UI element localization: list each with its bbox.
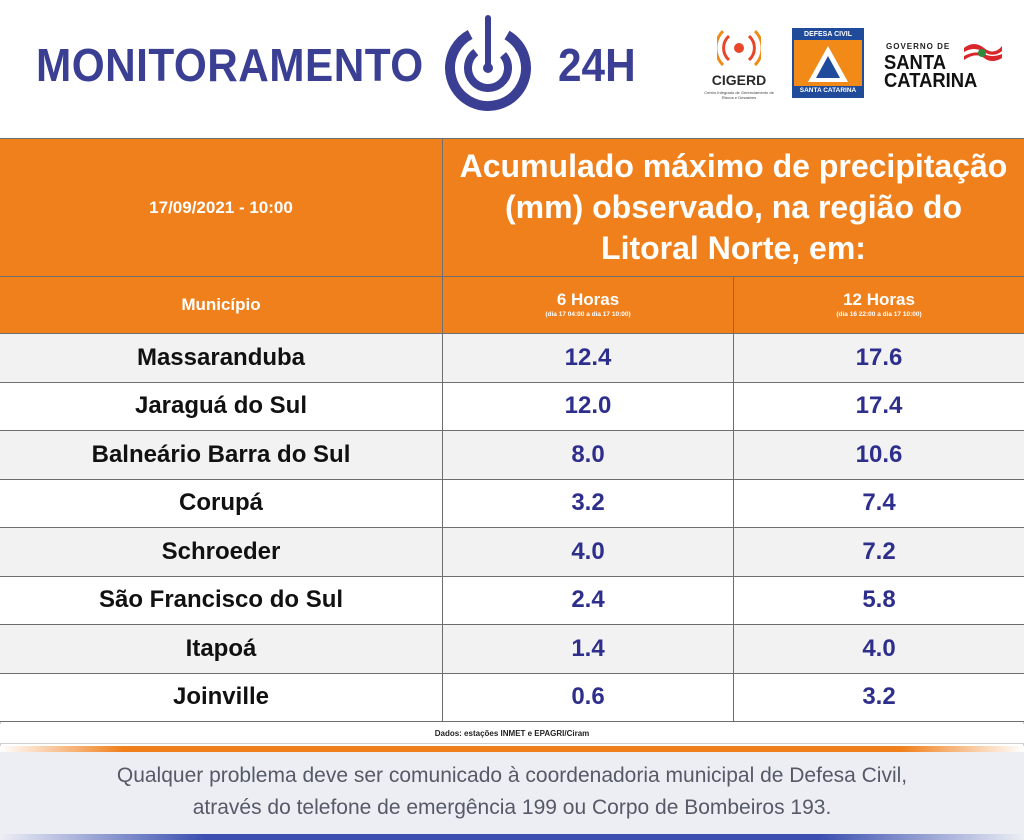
state-flag-icon xyxy=(964,44,1002,61)
value-6h-cell: 12.4 xyxy=(443,334,734,383)
value-6h-cell: 1.4 xyxy=(443,625,734,674)
signal-waves-icon xyxy=(717,29,761,67)
cigerd-logo: CIGERD Centro Integrado de Gerenciamento… xyxy=(700,28,778,102)
municipio-column-header: Município xyxy=(0,277,443,334)
municipio-cell: Corupá xyxy=(0,479,443,528)
governo-sc-logo: GOVERNO DE SANTA CATARINA xyxy=(884,28,1006,98)
municipio-cell: Massaranduba xyxy=(0,334,443,383)
municipio-cell: Balneário Barra do Sul xyxy=(0,431,443,480)
brand-title: MONITORAMENTO xyxy=(36,39,424,91)
table-row: Balneário Barra do Sul 8.0 10.6 xyxy=(0,431,1024,480)
footer-line-2: através do telefone de emergência 199 ou… xyxy=(192,796,832,819)
column-12h-label: 12 Horas xyxy=(843,290,915,309)
civil-defense-triangle-icon xyxy=(808,46,848,82)
orange-divider xyxy=(0,746,1024,752)
municipio-cell: Jaraguá do Sul xyxy=(0,382,443,431)
value-12h-cell: 7.4 xyxy=(734,480,1024,528)
table-title-row: 17/09/2021 - 10:00 Acumulado máximo de p… xyxy=(0,138,1024,277)
header: MONITORAMENTO 24H CIGERD Centro Integrad… xyxy=(0,0,1024,138)
footer-accent-bar xyxy=(0,834,1024,840)
value-12h-cell: 17.6 xyxy=(734,334,1024,383)
footer-line-1: Qualquer problema deve ser comunicado à … xyxy=(116,764,908,787)
table-row: Joinville 0.6 3.2 xyxy=(0,673,1024,722)
value-12h-cell: 5.8 xyxy=(734,577,1024,625)
governo-line2: CATARINA xyxy=(884,70,978,92)
defesa-civil-bottom: SANTA CATARINA xyxy=(794,86,862,96)
value-12h-cell: 7.2 xyxy=(734,528,1024,577)
defesa-civil-logo: DEFESA CIVIL SANTA CATARINA xyxy=(792,28,864,98)
municipio-cell: Schroeder xyxy=(0,528,443,577)
column-header-12h: 12 Horas (dia 16 22:00 a dia 17 10:00) xyxy=(734,277,1024,334)
cigerd-subtitle: Centro Integrado de Gerenciamento de Ris… xyxy=(704,90,774,100)
table-row: Jaraguá do Sul 12.0 17.4 xyxy=(0,382,1024,431)
column-6h-range: (dia 17 04:00 a dia 17 10:00) xyxy=(545,311,631,318)
value-12h-cell: 4.0 xyxy=(734,625,1024,674)
column-header-6h: 6 Horas (dia 17 04:00 a dia 17 10:00) xyxy=(443,277,734,334)
table-row: Massaranduba 12.4 17.6 xyxy=(0,334,1024,383)
monitoring-logo-icon xyxy=(445,15,531,111)
table-row: São Francisco do Sul 2.4 5.8 xyxy=(0,576,1024,625)
report-datetime: 17/09/2021 - 10:00 xyxy=(0,139,443,277)
cigerd-label: CIGERD xyxy=(711,72,767,88)
value-6h-cell: 2.4 xyxy=(443,576,734,625)
municipio-cell: Itapoá xyxy=(0,625,443,674)
data-source-note: Dados: estações INMET e EPAGRI/Ciram xyxy=(0,724,1024,744)
column-12h-range: (dia 16 22:00 a dia 17 10:00) xyxy=(836,311,922,318)
value-6h-cell: 0.6 xyxy=(443,673,734,722)
brand-24h: 24H xyxy=(558,39,636,91)
defesa-civil-top: DEFESA CIVIL xyxy=(794,30,862,40)
governo-line1: SANTA xyxy=(884,52,947,74)
value-12h-cell: 10.6 xyxy=(734,431,1024,480)
table-row: Itapoá 1.4 4.0 xyxy=(0,625,1024,674)
value-6h-cell: 12.0 xyxy=(443,382,734,431)
municipio-cell: Joinville xyxy=(0,673,443,722)
governo-small-label: GOVERNO DE xyxy=(886,42,951,51)
municipio-cell: São Francisco do Sul xyxy=(0,576,443,625)
value-12h-cell: 17.4 xyxy=(734,383,1024,431)
table-header-row: Município 6 Horas (dia 17 04:00 a dia 17… xyxy=(0,277,1024,334)
table-row: Corupá 3.2 7.4 xyxy=(0,479,1024,528)
table-title: Acumulado máximo de precipitação (mm) ob… xyxy=(443,139,1024,277)
value-12h-cell: 3.2 xyxy=(734,674,1024,722)
value-6h-cell: 8.0 xyxy=(443,431,734,480)
column-6h-label: 6 Horas xyxy=(556,290,620,309)
value-6h-cell: 4.0 xyxy=(443,528,734,577)
table-row: Schroeder 4.0 7.2 xyxy=(0,528,1024,577)
footer: Qualquer problema deve ser comunicado à … xyxy=(0,752,1024,840)
value-6h-cell: 3.2 xyxy=(443,479,734,528)
